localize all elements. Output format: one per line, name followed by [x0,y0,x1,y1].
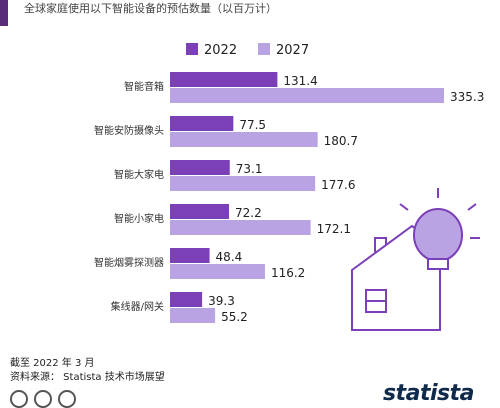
value-label: 177.6 [321,178,355,192]
bar-2022 [170,248,210,263]
lightbulb-icon [413,208,463,262]
value-label: 131.4 [283,74,317,88]
house-outline-icon [351,224,441,331]
bar-2022 [170,292,203,307]
category-label: 智能小家电 [114,212,164,225]
bars-group: 智能音箱 131.4 335.3 智能安防摄像头 77.5 180.7 智能大家电 73.1 1… [94,72,484,324]
house-chimney-icon [374,237,387,252]
legend-label-2027: 2027 [276,43,309,58]
value-label: 77.5 [239,118,266,132]
bar-2022 [170,204,230,219]
legend: 2022 2027 [186,43,309,58]
value-label: 116.2 [271,266,305,280]
footer-date: 截至 2022 年 3 月 [10,358,95,369]
smart-home-illustration [351,188,480,331]
value-label: 55.2 [221,310,248,324]
footer-source: 资料来源： Statista 技术市场展望 [10,372,165,383]
value-label: 172.1 [317,222,351,236]
brand-logo: statista [383,381,474,406]
bar-2027 [170,132,318,147]
bar-2022 [170,160,230,175]
legend-swatch-2022 [186,43,198,55]
bar-2027 [170,176,316,191]
category-label: 智能大家电 [114,168,164,181]
light-ray-icon [399,203,409,211]
nd-icon [58,390,76,408]
title-accent-bar [0,0,8,26]
category-label: 智能音箱 [124,80,164,93]
category-label: 智能烟雾探测器 [94,256,164,269]
category-label: 集线器/网关 [111,300,164,313]
value-label: 39.3 [208,294,235,308]
legend-swatch-2027 [258,43,270,55]
value-label: 48.4 [216,250,243,264]
bar-2027 [170,308,216,323]
bar-2022 [170,116,234,131]
light-ray-icon [467,203,477,211]
value-label: 72.2 [235,206,262,220]
category-label: 智能安防摄像头 [94,124,164,137]
bar-2022 [170,72,278,87]
chart-title: 全球家庭使用以下智能设备的预估数量（以百万计） [24,2,277,15]
value-label: 73.1 [236,162,263,176]
value-label: 180.7 [324,134,358,148]
bar-2027 [170,220,311,235]
bar-2027 [170,88,444,103]
bar-2027 [170,264,265,279]
legend-label-2022: 2022 [204,43,237,58]
cc-icon [10,390,28,408]
lightbulb-base-icon [427,258,449,270]
by-icon [34,390,52,408]
value-label: 335.3 [450,90,484,104]
license-icons [10,390,76,408]
